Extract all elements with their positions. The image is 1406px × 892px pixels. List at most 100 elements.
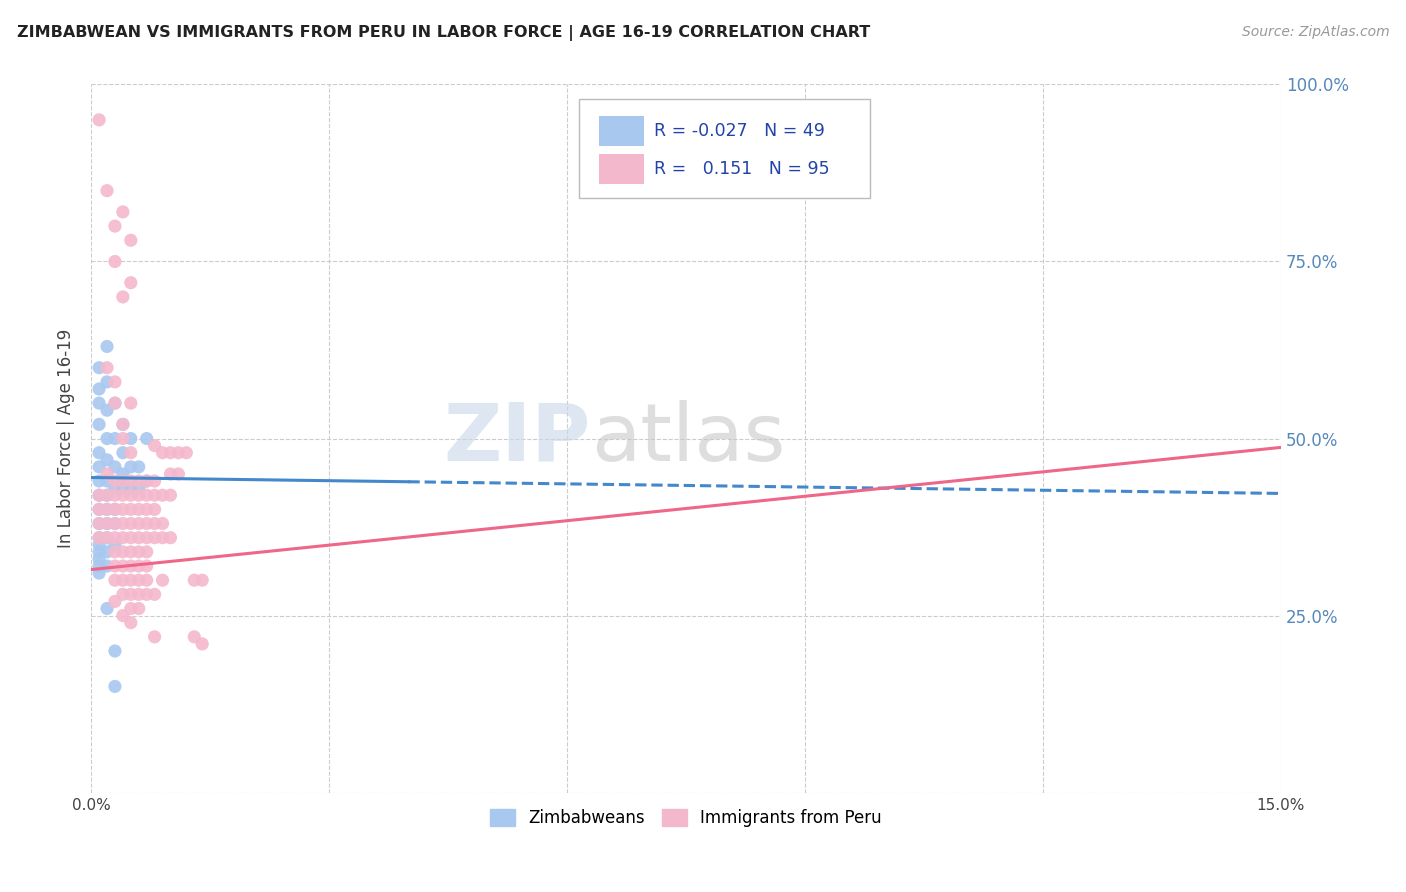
Point — [128, 545, 150, 559]
Point — [128, 474, 150, 488]
Point — [152, 488, 174, 502]
Point — [135, 545, 157, 559]
Point — [120, 459, 142, 474]
Point — [87, 545, 110, 559]
Point — [111, 545, 134, 559]
Point — [96, 559, 118, 574]
Point — [120, 601, 142, 615]
Point — [87, 531, 110, 545]
Point — [143, 630, 166, 644]
Point — [111, 481, 134, 495]
Point — [183, 630, 205, 644]
Point — [111, 573, 134, 587]
Point — [128, 531, 150, 545]
Point — [96, 375, 118, 389]
Point — [143, 502, 166, 516]
Point — [143, 488, 166, 502]
Point — [128, 502, 150, 516]
Point — [96, 601, 118, 615]
Point — [104, 594, 127, 608]
Point — [167, 467, 190, 481]
Point — [96, 488, 118, 502]
Point — [120, 545, 142, 559]
Point — [120, 559, 142, 574]
Text: ZIP: ZIP — [444, 400, 591, 477]
Point — [87, 474, 110, 488]
Point — [87, 538, 110, 552]
Point — [87, 382, 110, 396]
Point — [111, 559, 134, 574]
Point — [87, 566, 110, 580]
Point — [104, 488, 127, 502]
Point — [135, 573, 157, 587]
Point — [143, 516, 166, 531]
Point — [104, 375, 127, 389]
Point — [176, 446, 198, 460]
Point — [143, 474, 166, 488]
Point — [96, 452, 118, 467]
Point — [96, 488, 118, 502]
Point — [111, 474, 134, 488]
Point — [167, 446, 190, 460]
Point — [152, 446, 174, 460]
Point — [135, 516, 157, 531]
Point — [104, 396, 127, 410]
Point — [87, 396, 110, 410]
Point — [143, 531, 166, 545]
Point — [159, 446, 181, 460]
Point — [120, 432, 142, 446]
Point — [111, 608, 134, 623]
Text: R =   0.151   N = 95: R = 0.151 N = 95 — [654, 160, 830, 178]
Point — [135, 531, 157, 545]
Point — [96, 502, 118, 516]
Point — [128, 481, 150, 495]
Point — [96, 516, 118, 531]
Point — [87, 502, 110, 516]
Text: ZIMBABWEAN VS IMMIGRANTS FROM PERU IN LABOR FORCE | AGE 16-19 CORRELATION CHART: ZIMBABWEAN VS IMMIGRANTS FROM PERU IN LA… — [17, 25, 870, 41]
Point — [120, 276, 142, 290]
Text: Source: ZipAtlas.com: Source: ZipAtlas.com — [1241, 25, 1389, 39]
Point — [87, 446, 110, 460]
Point — [143, 439, 166, 453]
Point — [96, 467, 118, 481]
Point — [111, 205, 134, 219]
Point — [111, 432, 134, 446]
Point — [104, 481, 127, 495]
FancyBboxPatch shape — [599, 116, 644, 146]
Point — [120, 587, 142, 601]
Point — [96, 531, 118, 545]
Point — [152, 531, 174, 545]
Point — [87, 459, 110, 474]
Point — [128, 573, 150, 587]
Point — [87, 559, 110, 574]
Text: R = -0.027   N = 49: R = -0.027 N = 49 — [654, 122, 825, 140]
Point — [104, 531, 127, 545]
Point — [104, 502, 127, 516]
Point — [135, 432, 157, 446]
Point — [111, 587, 134, 601]
Point — [111, 474, 134, 488]
Text: atlas: atlas — [591, 400, 785, 477]
Point — [104, 396, 127, 410]
Point — [96, 516, 118, 531]
Point — [135, 488, 157, 502]
Point — [111, 531, 134, 545]
Point — [120, 531, 142, 545]
Point — [120, 446, 142, 460]
Point — [120, 481, 142, 495]
Point — [128, 516, 150, 531]
Point — [111, 417, 134, 432]
Point — [96, 403, 118, 417]
Point — [120, 396, 142, 410]
Point — [96, 432, 118, 446]
Point — [135, 474, 157, 488]
Point — [87, 112, 110, 127]
Point — [104, 559, 127, 574]
Point — [104, 474, 127, 488]
Point — [111, 488, 134, 502]
Point — [152, 516, 174, 531]
Legend: Zimbabweans, Immigrants from Peru: Zimbabweans, Immigrants from Peru — [484, 803, 889, 834]
Point — [104, 502, 127, 516]
Point — [87, 516, 110, 531]
Point — [111, 417, 134, 432]
